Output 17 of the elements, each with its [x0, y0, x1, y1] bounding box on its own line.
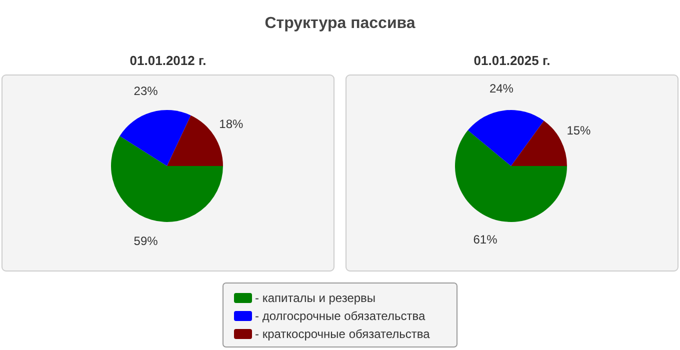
- pie-slice: [511, 120, 567, 166]
- data-label: 15%: [566, 124, 592, 138]
- legend-label: - капиталы и резервы: [255, 291, 376, 305]
- data-label: 18%: [219, 117, 244, 132]
- chart-subtitle: 01.01.2025 г.: [474, 53, 550, 68]
- pie-slice: [111, 136, 223, 222]
- data-label: 61%: [473, 232, 498, 246]
- pie-slice: [120, 110, 191, 166]
- pie-slice: [468, 110, 544, 166]
- pie-slice: [455, 130, 567, 222]
- data-label: 24%: [489, 82, 514, 96]
- data-label: 23%: [134, 84, 158, 98]
- legend-label: - долгосрочные обязательства: [255, 309, 426, 323]
- legend-label: - краткосрочные обязательства: [255, 327, 430, 341]
- data-label: 59%: [134, 234, 158, 248]
- chart-title: Структура пассива: [264, 15, 416, 32]
- chart-subtitle: 01.01.2012 г.: [130, 53, 206, 68]
